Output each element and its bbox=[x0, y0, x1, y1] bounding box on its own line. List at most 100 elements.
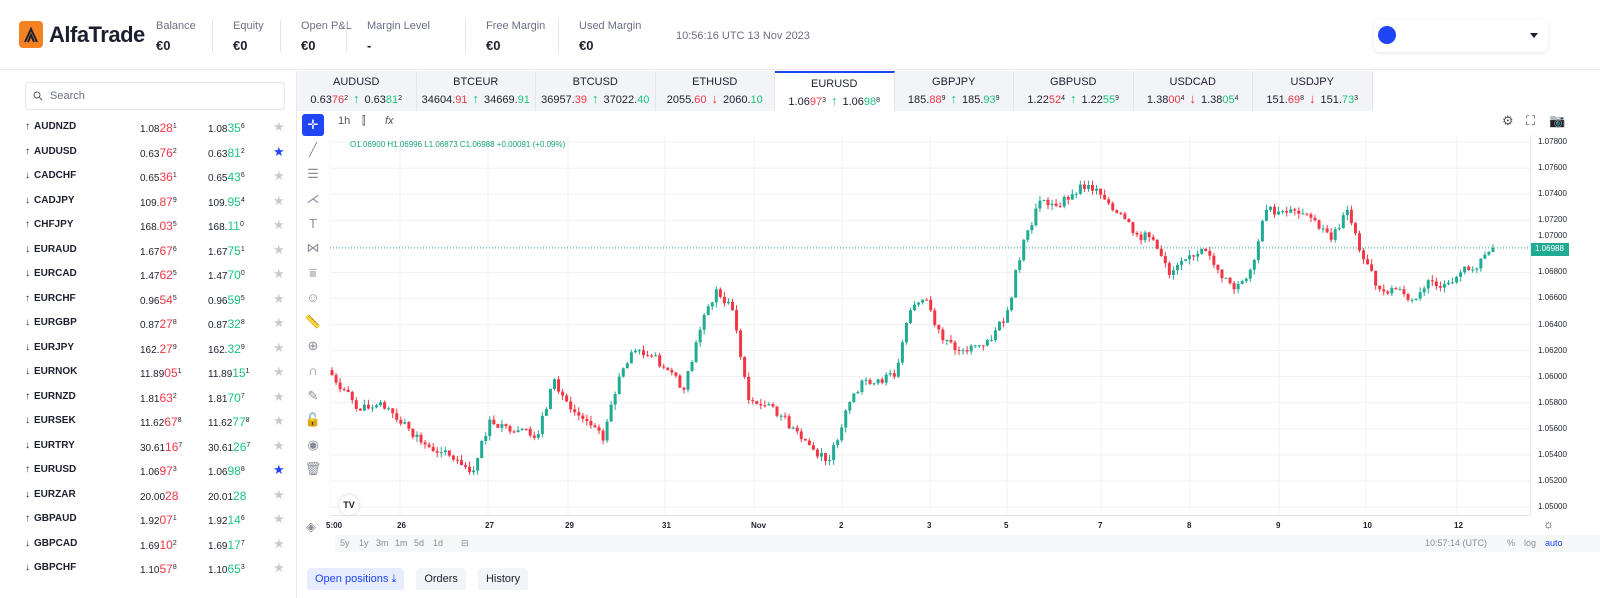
magnet-icon[interactable]: ∩ bbox=[308, 363, 318, 379]
instrument-row[interactable]: ↓ EURSEK 11.62678 11.62778 ★ bbox=[0, 410, 296, 434]
text-icon[interactable]: T bbox=[309, 215, 317, 231]
price-tick-label: 1.07400 bbox=[1538, 189, 1567, 199]
range-3m[interactable]: 3m bbox=[376, 538, 389, 548]
tab-history[interactable]: History bbox=[477, 568, 529, 590]
favorite-star-icon[interactable]: ★ bbox=[273, 266, 285, 281]
favorite-star-icon[interactable]: ★ bbox=[273, 388, 285, 404]
tab-btcusd[interactable]: BTCUSD 36957.39 ↑ 37022.40 bbox=[536, 71, 656, 111]
instrument-row[interactable]: ↓ EURAUD 1.67676 1.67751 ★ bbox=[0, 239, 296, 263]
favorite-star-icon[interactable]: ★ bbox=[273, 486, 285, 502]
date-range-icon[interactable]: ⊟ bbox=[461, 538, 469, 548]
range-5d[interactable]: 5d bbox=[414, 538, 425, 548]
pattern-icon[interactable]: ⋈ bbox=[306, 239, 320, 255]
price: 1.67751 bbox=[208, 244, 245, 258]
instrument-row[interactable]: ↑ AUDNZD 1.08281 1.08356 ★ bbox=[0, 116, 296, 140]
tab-orders[interactable]: Orders bbox=[416, 568, 466, 590]
tab-usdjpy[interactable]: USDJPY 151.698 ↓ 151.733 bbox=[1253, 71, 1373, 111]
log-toggle[interactable]: log bbox=[1524, 538, 1537, 548]
favorite-star-icon[interactable]: ★ bbox=[273, 192, 285, 208]
tab-gbpjpy[interactable]: GBPJPY 185.889 ↑ 185.939 bbox=[894, 71, 1014, 111]
account-menu[interactable] bbox=[1374, 20, 1548, 52]
tab-ethusd[interactable]: ETHUSD 2055.60 ↓ 2060.10 bbox=[655, 71, 775, 111]
indicators-icon[interactable]: fx bbox=[385, 115, 394, 127]
instrument-row[interactable]: ↑ CHFJPY 168.035 168.110 ★ bbox=[0, 214, 296, 238]
favorite-star-icon[interactable]: ★ bbox=[273, 168, 285, 183]
price-axis[interactable]: 1.07800 1.07600 1.07400 1.07200 1.07000 1.068… bbox=[1530, 135, 1600, 515]
instrument-row[interactable]: ↑ AUDUSD 0.63762 0.63812 ★ bbox=[0, 141, 296, 165]
candle-type-icon[interactable]: ⫿ bbox=[362, 115, 366, 127]
horizontal-lines-icon[interactable]: ☰ bbox=[307, 166, 319, 182]
settings-icon[interactable]: ⚙ bbox=[1502, 113, 1514, 128]
favorite-star-icon[interactable]: ★ bbox=[273, 290, 285, 306]
favorite-star-icon[interactable]: ★ bbox=[273, 339, 285, 355]
range-1m[interactable]: 1m bbox=[395, 538, 408, 548]
tab-btceur[interactable]: BTCEUR 34604.91 ↑ 34669.91 bbox=[416, 71, 536, 111]
favorite-star-icon[interactable]: ★ bbox=[273, 511, 285, 526]
favorite-star-icon[interactable]: ★ bbox=[273, 143, 285, 159]
favorite-star-icon[interactable]: ★ bbox=[273, 315, 285, 330]
instrument-row[interactable]: ↑ EURUSD 1.06973 1.06988 ★ bbox=[0, 459, 296, 483]
eye-icon[interactable]: ◉ bbox=[307, 436, 319, 452]
instrument-row[interactable]: ↓ CADJPY 109.879 109.954 ★ bbox=[0, 190, 296, 214]
instrument-row[interactable]: ↑ EURCHF 0.96545 0.96595 ★ bbox=[0, 288, 296, 312]
instrument-row[interactable]: ↓ EURJPY 162.279 162.329 ★ bbox=[0, 337, 296, 361]
zoom-in-icon[interactable]: ⊕ bbox=[307, 338, 319, 354]
favorite-star-icon[interactable]: ★ bbox=[273, 437, 285, 453]
instrument-row[interactable]: ↓ GBPCAD 1.69102 1.69177 ★ bbox=[0, 533, 296, 557]
trend-line-icon[interactable]: ╱ bbox=[309, 141, 317, 157]
emoji-icon[interactable]: ☺ bbox=[306, 289, 320, 305]
camera-icon[interactable]: 📷 bbox=[1549, 113, 1566, 128]
instrument-row[interactable]: ↓ EURGBP 0.87278 0.87328 ★ bbox=[0, 312, 296, 336]
favorite-star-icon[interactable]: ★ bbox=[273, 535, 285, 551]
price-fraction: 9 bbox=[172, 343, 177, 351]
pitchfork-icon[interactable]: ⋌ bbox=[306, 190, 320, 206]
prediction-icon[interactable]: ⩸ bbox=[309, 264, 317, 280]
favorite-star-icon[interactable]: ★ bbox=[273, 462, 285, 477]
price-fraction: 5 bbox=[240, 294, 245, 302]
tab-gbpusd[interactable]: GBPUSD 1.22524 ↑ 1.22559 bbox=[1014, 71, 1134, 111]
range-1y[interactable]: 1y bbox=[359, 538, 369, 548]
trash-icon[interactable]: 🗑 bbox=[304, 461, 322, 477]
layers-icon[interactable]: ◈ bbox=[306, 519, 316, 534]
ruler-icon[interactable]: 📏 bbox=[304, 313, 322, 329]
candle bbox=[650, 355, 654, 357]
favorite-star-icon[interactable]: ★ bbox=[273, 241, 285, 257]
instrument-row[interactable]: ↓ CADCHF 0.65361 0.65436 ★ bbox=[0, 165, 296, 189]
price-pips: 91 bbox=[455, 94, 468, 106]
auto-toggle[interactable]: auto bbox=[1545, 538, 1563, 548]
instrument-row[interactable]: ↓ EURTRY 30.61167 30.61267 ★ bbox=[0, 435, 296, 459]
instrument-row[interactable]: ↓ EURCAD 1.47625 1.47700 ★ bbox=[0, 263, 296, 287]
candle bbox=[354, 400, 358, 409]
range-5y[interactable]: 5y bbox=[340, 538, 350, 548]
axis-settings-icon[interactable]: ☼ bbox=[1543, 517, 1554, 531]
candle bbox=[1374, 270, 1378, 286]
instrument-row[interactable]: ↓ EURNOK 11.89051 11.89151 ★ bbox=[0, 361, 296, 385]
lock-drawing-icon[interactable]: ✎ bbox=[307, 387, 319, 403]
price-chart[interactable] bbox=[330, 135, 1530, 515]
instrument-row[interactable]: ↑ EURNZD 1.81632 1.81707 ★ bbox=[0, 386, 296, 410]
fullscreen-icon[interactable]: ⛶ bbox=[1526, 113, 1536, 128]
favorite-star-icon[interactable]: ★ bbox=[273, 217, 285, 232]
percent-toggle[interactable]: % bbox=[1507, 538, 1516, 548]
favorite-star-icon[interactable]: ★ bbox=[273, 364, 285, 379]
tab-open-positions[interactable]: Open positions ⤓ bbox=[307, 568, 405, 590]
tab-audusd[interactable]: AUDUSD 0.63762 ↑ 0.63812 bbox=[297, 71, 417, 111]
time-axis[interactable]: 5:00 26 27 29 31 Nov 2 3 5 7 8 9 10 12 bbox=[326, 515, 1530, 535]
instrument-row[interactable]: ↓ EURZAR 20.0028 20.0128 ★ bbox=[0, 484, 296, 508]
favorite-star-icon[interactable]: ★ bbox=[273, 413, 285, 428]
search-input[interactable]: Search bbox=[25, 82, 285, 110]
price-fraction: 7 bbox=[240, 392, 245, 400]
range-1d[interactable]: 1d bbox=[433, 538, 444, 548]
favorite-star-icon[interactable]: ★ bbox=[273, 119, 285, 134]
tab-eurusd[interactable]: EURUSD 1.06973 ↑ 1.06988 bbox=[775, 71, 895, 111]
favorite-star-icon[interactable]: ★ bbox=[273, 560, 285, 575]
crosshair-icon[interactable]: ✛ bbox=[302, 114, 324, 136]
price-tick-label: 1.05400 bbox=[1538, 449, 1567, 459]
tab-usdcad[interactable]: USDCAD 1.38004 ↓ 1.38054 bbox=[1133, 71, 1253, 111]
instrument-row[interactable]: ↓ GBPCHF 1.10578 1.10653 ★ bbox=[0, 557, 296, 581]
instrument-row[interactable]: ↑ GBPAUD 1.92071 1.92146 ★ bbox=[0, 508, 296, 532]
interval-button[interactable]: 1h bbox=[338, 115, 351, 127]
price: 168.035 bbox=[140, 219, 177, 233]
price-prefix: 0.65 bbox=[140, 173, 160, 184]
lock-icon[interactable]: 🔓 bbox=[304, 412, 322, 428]
